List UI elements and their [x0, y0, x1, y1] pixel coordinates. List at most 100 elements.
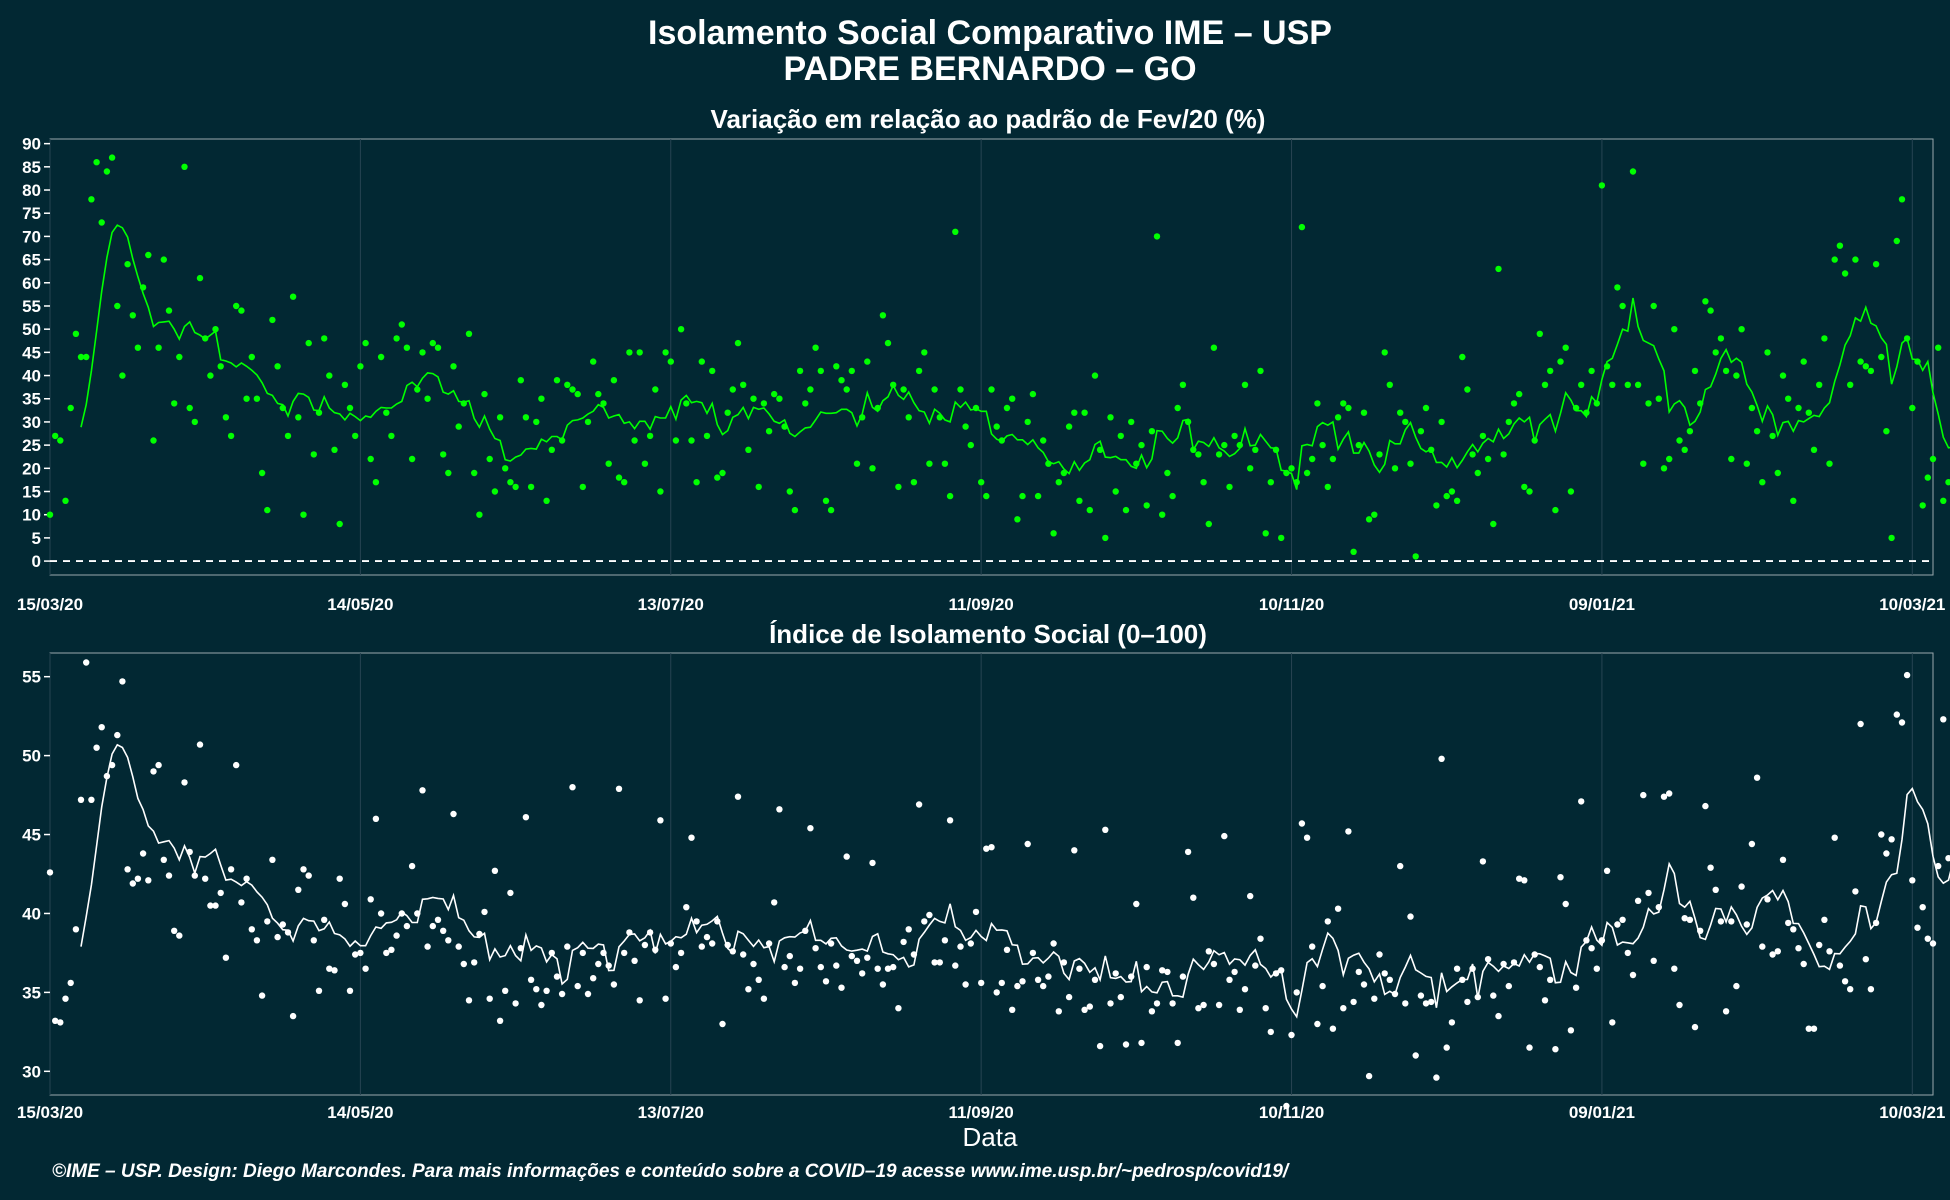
p2-data-point — [1945, 855, 1950, 862]
p2-data-point — [1898, 719, 1906, 726]
p1-data-point — [1800, 358, 1807, 365]
p1-data-point — [760, 400, 768, 407]
p2-data-point — [491, 867, 499, 874]
p1-data-point — [574, 390, 581, 398]
p2-data-point — [967, 940, 974, 947]
p2-data-point — [1009, 1006, 1016, 1013]
p2-y-tick-label: 55 — [22, 668, 41, 687]
p1-data-point — [181, 163, 188, 170]
p2-data-point — [672, 963, 680, 971]
p2-data-point — [1288, 1031, 1295, 1039]
p2-data-point — [357, 949, 364, 957]
p1-data-point — [652, 386, 659, 393]
p1-data-point — [264, 506, 271, 514]
p2-data-point — [1443, 1044, 1450, 1051]
p1-data-point — [377, 353, 385, 361]
p2-data-point — [1024, 840, 1031, 848]
p1-data-point — [1500, 451, 1507, 458]
p2-data-point — [667, 940, 674, 947]
p2-data-point — [98, 724, 105, 731]
p2-data-point — [1624, 949, 1632, 957]
p2-data-point — [1029, 949, 1037, 957]
p1-data-point — [1572, 404, 1580, 412]
p1-data-point — [455, 423, 462, 430]
p1-data-point — [1334, 414, 1342, 421]
p1-data-point — [1666, 455, 1673, 463]
p1-data-point — [1210, 344, 1218, 351]
p2-data-point — [160, 856, 167, 863]
p2-data-point — [1143, 963, 1150, 971]
p1-data-point — [538, 395, 545, 402]
p2-data-point — [1790, 926, 1797, 933]
p1-data-point — [1805, 409, 1813, 416]
p1-data-point — [1438, 418, 1445, 426]
p2-data-point — [543, 987, 550, 994]
p1-data-point — [1169, 492, 1176, 500]
p1-data-point — [672, 437, 680, 444]
p1-data-point — [1298, 223, 1306, 231]
p1-data-point — [1831, 256, 1838, 263]
p1-data-point — [1195, 451, 1202, 458]
p2-data-point — [1309, 943, 1316, 950]
p1-data-point — [1428, 446, 1435, 453]
p1-data-point — [176, 353, 183, 361]
p1-data-point — [791, 506, 799, 514]
p2-y-tick-label: 30 — [22, 1062, 41, 1081]
p2-data-point — [341, 900, 349, 908]
p2-data-point — [993, 989, 1000, 996]
p1-data-point — [1402, 418, 1409, 426]
p2-data-point — [1252, 962, 1259, 969]
p1-data-point — [1785, 395, 1792, 402]
p2-data-point — [631, 957, 638, 964]
p2-data-point — [874, 965, 881, 972]
p2-data-point — [527, 976, 535, 983]
p2-data-point — [734, 793, 742, 800]
p1-data-point — [1257, 367, 1264, 375]
p2-data-point — [1003, 946, 1011, 953]
p1-data-point — [859, 414, 866, 421]
p2-data-point — [486, 995, 493, 1002]
p2-data-point — [1350, 998, 1357, 1006]
p1-data-point — [1914, 358, 1921, 365]
p1-data-point — [1065, 423, 1073, 430]
p1-data-point — [1676, 437, 1683, 444]
p1-data-point — [1086, 506, 1094, 514]
p1-data-point — [1655, 395, 1663, 402]
p2-data-point — [440, 927, 447, 934]
p2-data-point — [181, 779, 188, 786]
p2-data-point — [1065, 993, 1073, 1001]
p2-data-point — [812, 945, 819, 952]
p2-data-point — [1883, 850, 1890, 857]
p2-data-point — [827, 940, 835, 947]
p1-data-point — [403, 344, 411, 351]
p1-data-point — [957, 386, 964, 393]
p2-data-point — [414, 910, 421, 917]
p2-x-tick-label: 10/03/21 — [1879, 1103, 1945, 1122]
p1-data-point — [1391, 465, 1399, 472]
p2-data-point — [450, 810, 457, 818]
p1-data-point — [284, 432, 292, 440]
p2-data-point — [765, 940, 773, 947]
p1-data-point — [46, 511, 54, 518]
p2-data-point — [129, 880, 136, 887]
p1-data-point — [305, 339, 312, 347]
p2-data-point — [1071, 847, 1078, 854]
x-axis-label: Data — [963, 1122, 1018, 1152]
p1-data-point — [1107, 414, 1114, 421]
p1-data-point — [398, 321, 405, 328]
p2-data-point — [1929, 940, 1937, 947]
p1-y-tick-label: 65 — [22, 251, 41, 270]
p2-data-point — [962, 981, 969, 988]
p2-data-point — [207, 902, 214, 909]
p2-data-point — [1340, 1005, 1347, 1012]
chart-title: Isolamento Social Comparativo IME – USP — [648, 14, 1332, 52]
p2-data-point — [1743, 921, 1751, 928]
p2-data-point — [1428, 998, 1435, 1006]
p1-data-point — [77, 353, 85, 361]
p2-data-point — [952, 962, 959, 969]
p2-data-point — [196, 741, 204, 748]
p1-data-point — [1883, 428, 1890, 435]
p1-data-point — [1283, 469, 1290, 477]
p1-data-point — [729, 386, 736, 393]
p1-x-tick-label: 09/01/21 — [1569, 595, 1635, 614]
